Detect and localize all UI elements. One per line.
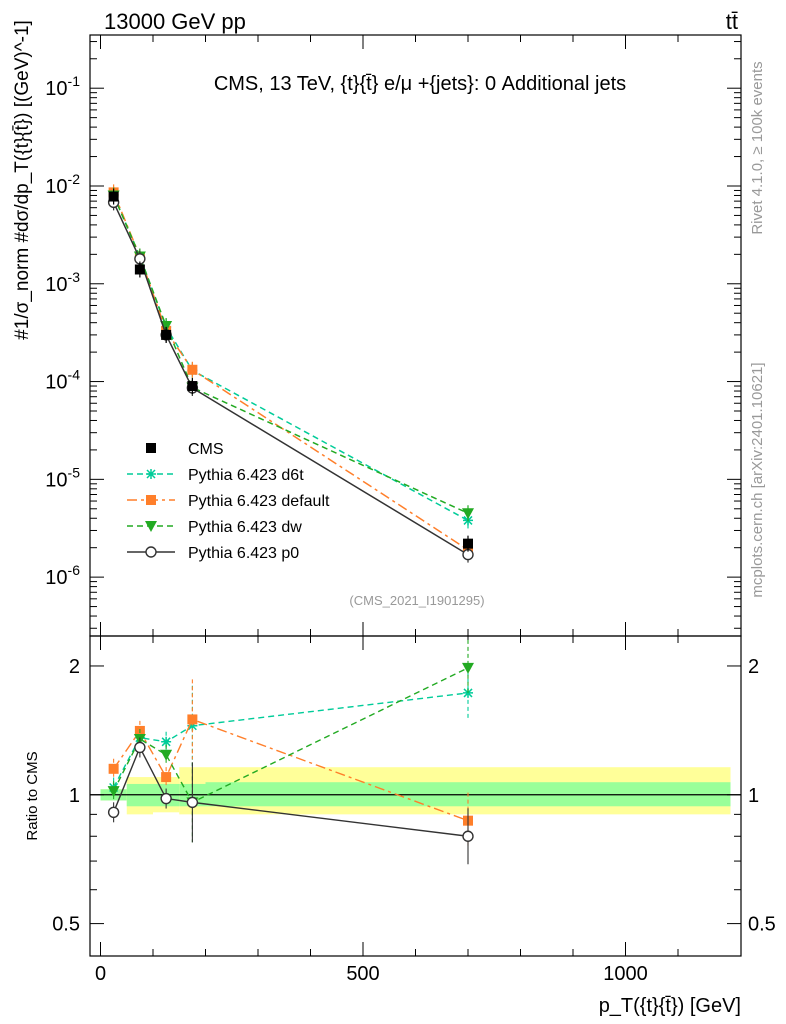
ratio-y-tick-label-right: 0.5 [748, 914, 776, 936]
chart-title: CMS, 13 TeV, {t}{t̄} e/μ +{jets}: 0 Addi… [214, 73, 626, 95]
data-point [160, 320, 173, 332]
x-tick-label: 0 [95, 963, 106, 985]
legend-entry: Pythia 6.423 d6t [127, 467, 304, 484]
ratio-y-axis-label: Ratio to CMS [24, 751, 41, 840]
data-point [463, 687, 473, 698]
series-line [112, 667, 469, 804]
data-point [108, 191, 119, 202]
header: 13000 GeV pp tt̄ [104, 9, 738, 34]
legend-label: CMS [188, 441, 224, 458]
legend-marker [146, 495, 156, 505]
ratio-y-axis: 0.5 0.5 1 1 2 2 [52, 656, 776, 936]
process-label: tt̄ [726, 9, 738, 34]
rivet-version-label: Rivet 4.1.0, ≥ 100k events [749, 61, 766, 234]
main-y-tick-label: 10-4 [45, 367, 80, 394]
ratio-series-pythia-6-423-p0 [107, 737, 474, 865]
main-y-tick-label: 10-1 [45, 73, 80, 100]
main-plot: 10-6 10-5 10-4 10-3 10-2 10-1 #1/σ_norm #dσ/dp… [12, 20, 742, 637]
ratio-series-pythia-6-423-default [108, 679, 473, 849]
x-axis-label: p_T({t}{t̄}) [GeV] [599, 995, 741, 1017]
beam-energy-label: 13000 GeV pp [104, 9, 246, 34]
ratio-y-tick-label-left: 2 [69, 656, 80, 678]
ratio-y-tick-label-right: 1 [748, 785, 759, 807]
data-point [134, 741, 146, 754]
data-point [463, 538, 473, 549]
mcplots-url-label: mcplots.cern.ch [arXiv:2401.10621] [749, 362, 766, 597]
legend-marker [145, 546, 157, 558]
data-point [462, 508, 474, 520]
data-point [107, 806, 120, 819]
legend-marker [146, 469, 156, 479]
legend-marker [145, 521, 157, 532]
data-point [134, 264, 145, 275]
data-point [108, 763, 119, 774]
data-point [160, 792, 172, 805]
ratio-y-tick-label-right: 2 [748, 656, 759, 678]
ratio-plot: 0.5 0.5 1 1 2 2 0 500 1000 Ratio to CMS p_T({t}{t̄… [24, 635, 776, 1017]
data-point [186, 796, 199, 809]
legend-label: Pythia 6.423 d6t [188, 467, 304, 484]
main-y-axis-label: #1/σ_norm #dσ/dp_T({t}{t̄}) [(GeV)^-1] [12, 20, 33, 340]
data-point [462, 662, 474, 674]
data-point [160, 749, 173, 761]
legend-marker [146, 443, 156, 453]
legend-label: Pythia 6.423 default [188, 493, 330, 510]
analysis-watermark: (CMS_2021_I1901295) [349, 593, 484, 608]
x-tick-label: 1000 [603, 963, 648, 985]
main-series-cms [108, 188, 473, 552]
legend-entry: Pythia 6.423 dw [127, 519, 302, 536]
data-point [462, 830, 474, 842]
data-point [161, 329, 172, 340]
legend-label: Pythia 6.423 dw [188, 519, 302, 536]
side-labels: Rivet 4.1.0, ≥ 100k events mcplots.cern.… [749, 61, 766, 597]
legend-entry: CMS [146, 441, 224, 458]
data-point [187, 720, 198, 731]
x-tick-label: 500 [346, 963, 379, 985]
data-point [107, 786, 120, 798]
data-point [187, 381, 198, 392]
legend-entry: Pythia 6.423 p0 [127, 545, 299, 562]
main-y-axis: 10-6 10-5 10-4 10-3 10-2 10-1 [45, 35, 741, 636]
data-point [161, 772, 172, 783]
main-y-tick-label: 10-2 [45, 171, 80, 198]
legend-entry: Pythia 6.423 default [127, 493, 330, 510]
main-y-tick-label: 10-5 [45, 464, 80, 491]
main-y-tick-label: 10-3 [45, 269, 80, 296]
data-point [187, 364, 198, 375]
ratio-y-tick-label-left: 0.5 [52, 914, 80, 936]
legend-label: Pythia 6.423 p0 [188, 545, 299, 562]
x-axis: 0 500 1000 [95, 636, 679, 985]
series-line [112, 195, 469, 514]
data-point [161, 736, 172, 747]
main-y-tick-label: 10-6 [45, 562, 80, 589]
data-point [187, 714, 198, 725]
legend: CMS Pythia 6.423 d6t Pythia 6.423 default P… [127, 441, 330, 562]
ratio-y-tick-label-left: 1 [69, 785, 80, 807]
